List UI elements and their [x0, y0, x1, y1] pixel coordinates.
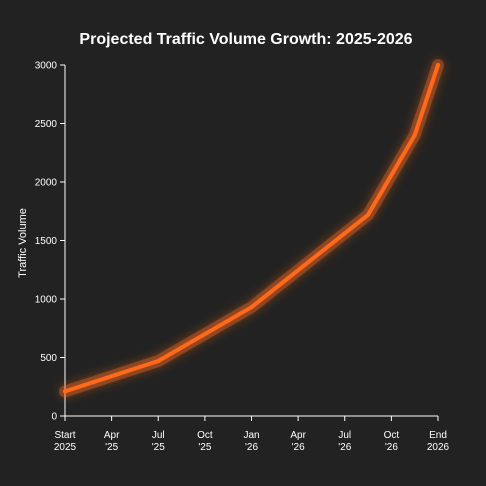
x-tick-label-line1: Jan [243, 430, 259, 441]
series-line [63, 63, 440, 394]
y-tick-label: 1500 [35, 236, 58, 247]
y-tick-label: 1000 [35, 295, 58, 306]
y-tick-label: 500 [40, 353, 57, 364]
y-axis-label: Traffic Volume [17, 208, 29, 278]
x-tick-label-line2: 2026 [427, 442, 450, 453]
x-tick-label-line2: '25 [152, 442, 165, 453]
data-point [249, 305, 254, 310]
chart-title: Projected Traffic Volume Growth: 2025-20… [79, 31, 412, 48]
x-tick-label-line2: '26 [292, 442, 305, 453]
y-tick-label: 0 [51, 412, 57, 423]
x-tick-label-line1: Start [54, 430, 75, 441]
x-tick-label-line2: '25 [105, 442, 118, 453]
series-layer [59, 59, 444, 398]
x-tick-label-line1: Jul [152, 430, 165, 441]
x-tick-label-line1: Apr [104, 430, 120, 441]
y-tick-label: 3000 [35, 61, 58, 72]
x-tick-label-line2: '26 [385, 442, 398, 453]
data-point [366, 212, 371, 217]
series-line-glow [59, 59, 444, 398]
x-tick-label-line1: End [429, 430, 447, 441]
y-axis-ticks: 0 500 1000 1500 2000 2500 3000 [35, 61, 65, 423]
data-point [436, 63, 440, 67]
x-tick-label-line1: Apr [290, 430, 306, 441]
data-point [412, 133, 417, 138]
x-tick-label-line2: '26 [338, 442, 351, 453]
x-tick-label-line1: Jul [338, 430, 351, 441]
x-axis-ticks: Start2025Apr'25Jul'25Oct'25Jan'26Apr'26J… [54, 416, 450, 453]
x-tick-label-line2: '25 [198, 442, 211, 453]
y-tick-label: 2500 [35, 119, 58, 130]
data-point [156, 359, 161, 364]
x-tick-label-line1: Oct [197, 430, 213, 441]
x-tick-label-line1: Oct [384, 430, 400, 441]
x-tick-label-line2: '26 [245, 442, 258, 453]
y-tick-label: 2000 [35, 178, 58, 189]
x-tick-label-line2: 2025 [54, 442, 77, 453]
data-point [63, 389, 67, 394]
